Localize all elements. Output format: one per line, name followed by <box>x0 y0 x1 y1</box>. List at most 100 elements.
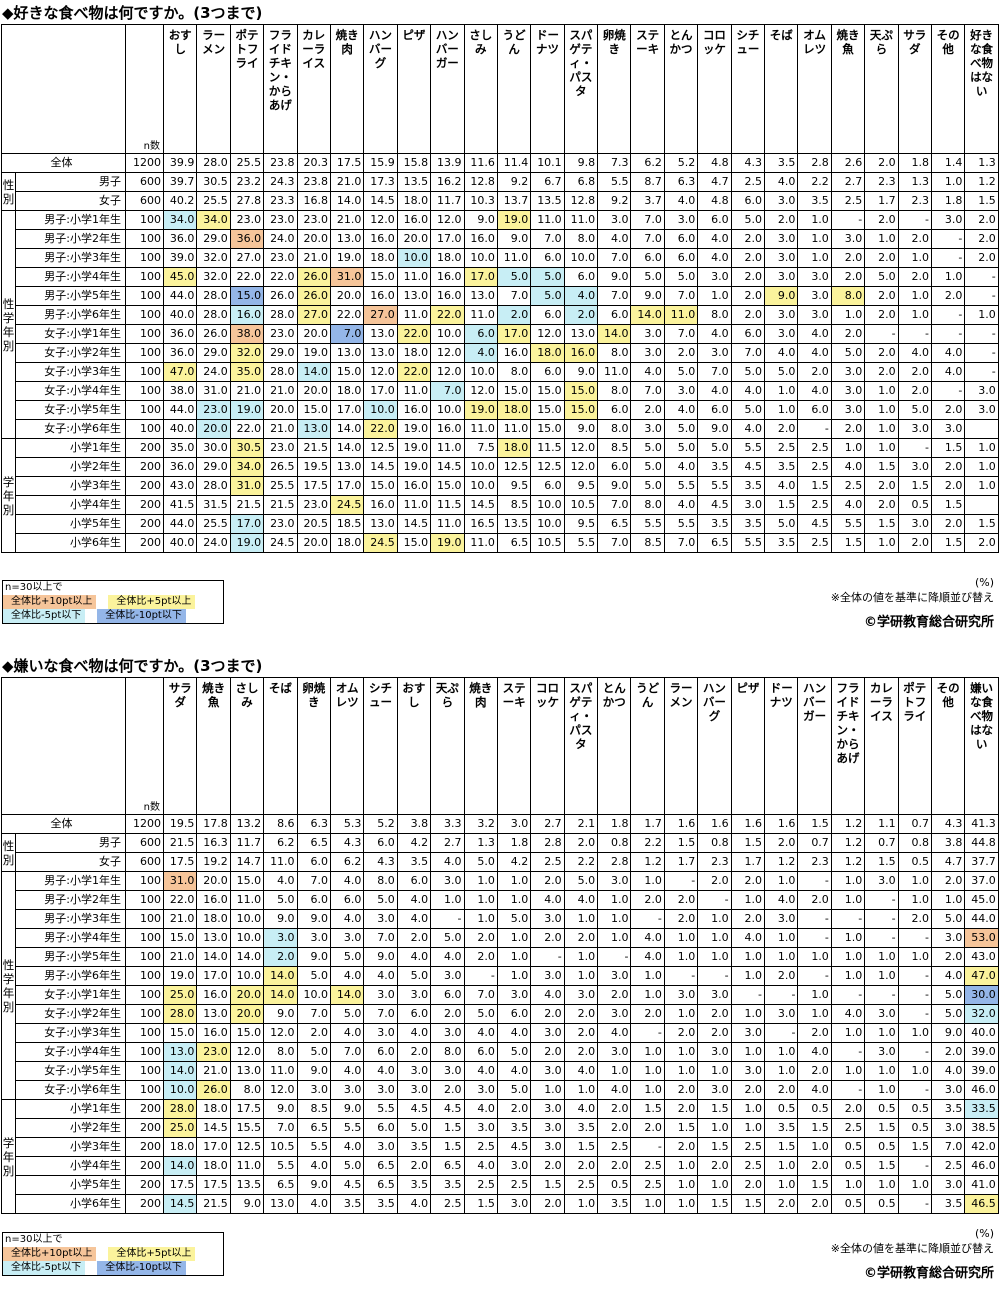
value-cell: 13.0 <box>329 457 365 477</box>
value-cell: 1.0 <box>630 1080 665 1100</box>
value-cell: 9.0 <box>563 419 599 439</box>
value-cell: 6.0 <box>396 871 432 891</box>
value-cell: 5.5 <box>597 172 632 192</box>
value-cell: - <box>530 947 565 967</box>
value-cell: 45.0 <box>964 890 999 910</box>
value-cell: 28.0 <box>196 286 231 306</box>
legend-row: 全体比-5pt以下 全体比-10pt以下 <box>3 609 223 623</box>
value-cell: 16.0 <box>196 890 231 910</box>
value-cell: 2.0 <box>864 286 899 306</box>
table-row: 性学年別 男子:小学1年生 100 31.0 20.0 15.0 4.0 7.0 4.0 8.0 6… <box>1 871 999 1100</box>
value-cell: 3.5 <box>396 1137 432 1157</box>
value-cell: 26.0 <box>196 324 231 344</box>
value-cell: 2.0 <box>630 400 665 420</box>
value-cell: - <box>597 947 632 967</box>
row-label: 女子:小学4年生 <box>15 1042 126 1062</box>
value-cell: 2.0 <box>530 1156 565 1176</box>
value-cell: 5.2 <box>363 814 398 834</box>
value-cell: 9.2 <box>597 191 632 211</box>
value-cell: 1.0 <box>830 928 866 948</box>
value-cell: 1.0 <box>764 1175 799 1195</box>
value-cell: 0.7 <box>864 833 899 853</box>
column-header: ラーメン <box>663 677 699 815</box>
value-cell: 13.5 <box>229 1175 265 1195</box>
value-cell: 7.5 <box>463 438 498 458</box>
value-cell: 26.0 <box>263 286 298 306</box>
value-cell: 6.3 <box>296 814 331 834</box>
value-cell: 14.0 <box>597 324 632 344</box>
value-cell: 1.0 <box>463 890 498 910</box>
n-count: 100 <box>125 324 164 344</box>
value-cell: 10.5 <box>530 533 565 553</box>
value-cell: 3.5 <box>396 852 432 872</box>
value-cell: 4.5 <box>396 1099 432 1119</box>
value-cell: 5.0 <box>930 1004 966 1024</box>
value-cell: 10.5 <box>263 1137 298 1157</box>
value-cell: 53.0 <box>964 928 999 948</box>
value-cell: 3.2 <box>463 814 498 834</box>
value-cell: 3.0 <box>430 966 465 986</box>
value-cell: 4.0 <box>764 343 799 363</box>
value-cell: 4.0 <box>329 966 365 986</box>
value-cell: 0.5 <box>830 1156 866 1176</box>
n-count: 200 <box>125 1137 164 1157</box>
value-cell: 3.0 <box>396 985 432 1005</box>
value-cell: 10.5 <box>563 495 599 515</box>
value-cell: 5.0 <box>263 890 298 910</box>
value-cell: 2.3 <box>864 172 899 192</box>
value-cell: 3.0 <box>764 267 799 287</box>
value-cell: 1.5 <box>964 514 999 534</box>
value-cell: 1.0 <box>897 1175 932 1195</box>
value-cell: 36.0 <box>229 229 265 249</box>
value-cell: 16.8 <box>296 191 331 211</box>
value-cell: 8.0 <box>496 362 532 382</box>
value-cell: 20.0 <box>396 229 432 249</box>
value-cell: 2.3 <box>697 852 732 872</box>
value-cell: - <box>897 966 932 986</box>
value-cell: 38.5 <box>964 1118 999 1138</box>
value-cell: - <box>830 210 866 230</box>
row-label: 女子:小学2年生 <box>15 1004 126 1024</box>
value-cell: 3.0 <box>530 1099 565 1119</box>
value-cell: 1.5 <box>764 495 799 515</box>
value-cell: 4.0 <box>663 495 699 515</box>
value-cell: 17.0 <box>496 324 532 344</box>
value-cell: 32.0 <box>196 248 231 268</box>
value-cell: 5.0 <box>630 438 665 458</box>
column-header: 好きな食べ物はない <box>964 24 999 154</box>
value-cell: 3.0 <box>864 1042 899 1062</box>
value-cell: 4.0 <box>764 890 799 910</box>
value-cell: 2.0 <box>697 871 732 891</box>
value-cell: 24.0 <box>196 362 231 382</box>
value-cell: 1.0 <box>897 1061 932 1081</box>
row-label: 女子:小学1年生 <box>15 985 126 1005</box>
value-cell: 5.0 <box>764 362 799 382</box>
table-row: 学年別 小学1年生 200 35.0 30.0 30.5 23.0 21.5 14.0 12.5 1… <box>1 438 999 553</box>
value-cell: 1.5 <box>730 1194 766 1214</box>
value-cell: 4.0 <box>463 1099 498 1119</box>
value-cell: 4.0 <box>597 229 632 249</box>
column-header: 嫌いな食べ物はない <box>964 677 999 815</box>
value-cell: 1.6 <box>730 814 766 834</box>
value-cell: 11.0 <box>496 248 532 268</box>
value-cell: 1.5 <box>563 1137 599 1157</box>
value-cell: 22.0 <box>229 267 265 287</box>
value-cell: 1.0 <box>864 419 899 439</box>
value-cell: 2.0 <box>463 928 498 948</box>
value-cell: 15.0 <box>496 381 532 401</box>
value-cell: 5.0 <box>496 267 532 287</box>
value-cell: 2.0 <box>597 1156 632 1176</box>
value-cell: 2.0 <box>930 871 966 891</box>
value-cell: 13.0 <box>396 286 432 306</box>
value-cell: 1.0 <box>764 400 799 420</box>
value-cell: 21.5 <box>263 495 298 515</box>
value-cell: - <box>964 286 999 306</box>
value-cell: 16.0 <box>396 210 432 230</box>
value-cell: 3.7 <box>630 191 665 211</box>
value-cell: 16.0 <box>363 286 398 306</box>
value-cell: 4.0 <box>730 928 766 948</box>
n-count: 200 <box>125 1118 164 1138</box>
legend-row: 全体比+10pt以上 全体比+5pt以上 <box>3 1247 223 1261</box>
value-cell: 2.0 <box>496 305 532 325</box>
value-cell: 1.0 <box>663 1004 699 1024</box>
